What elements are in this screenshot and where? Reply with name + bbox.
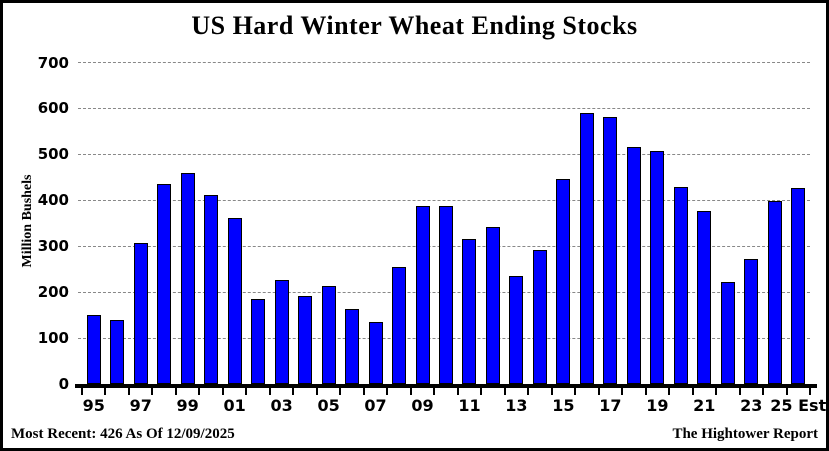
x-tick-label-01: 01 bbox=[223, 396, 246, 415]
bar-96 bbox=[110, 320, 125, 384]
bar-24 bbox=[767, 200, 782, 384]
bar-20 bbox=[673, 187, 688, 384]
x-axis-tick bbox=[785, 388, 788, 395]
bar-12 bbox=[485, 226, 500, 384]
y-tick-label-600: 600 bbox=[37, 99, 69, 118]
y-tick-label-300: 300 bbox=[37, 237, 69, 256]
x-tick-label-99: 99 bbox=[176, 396, 199, 415]
x-axis-tick bbox=[456, 388, 459, 395]
x-axis-tick bbox=[527, 388, 530, 395]
x-axis-tick bbox=[621, 388, 624, 395]
x-axis-tick bbox=[550, 388, 553, 395]
gridline-600 bbox=[78, 107, 810, 109]
x-axis-tick bbox=[691, 388, 694, 395]
bar-17 bbox=[603, 116, 618, 384]
bar-06 bbox=[345, 309, 360, 384]
bar-21 bbox=[697, 210, 712, 384]
x-axis-tick bbox=[339, 388, 342, 395]
bar-05 bbox=[321, 285, 336, 384]
bar-14 bbox=[532, 249, 547, 384]
gridline-700 bbox=[78, 62, 810, 63]
x-tick-label-97: 97 bbox=[129, 396, 152, 415]
x-axis-tick bbox=[809, 388, 811, 395]
bar-00 bbox=[204, 195, 219, 384]
bar-08 bbox=[392, 267, 407, 384]
x-axis-tick bbox=[362, 388, 365, 395]
bar-98 bbox=[157, 183, 172, 384]
x-axis-tick bbox=[480, 388, 483, 395]
bar-16 bbox=[579, 113, 594, 384]
x-tick-label-19: 19 bbox=[646, 396, 669, 415]
x-axis-tick bbox=[668, 388, 671, 395]
x-tick-label-07: 07 bbox=[364, 396, 387, 415]
x-tick-label-17: 17 bbox=[599, 396, 622, 415]
x-tick-label-21: 21 bbox=[693, 396, 716, 415]
x-axis-tick bbox=[503, 388, 506, 395]
most-recent-note: Most Recent: 426 As Of 12/09/2025 bbox=[11, 426, 235, 442]
x-axis-tick bbox=[221, 388, 224, 395]
bar-02 bbox=[251, 298, 266, 384]
x-tick-label-05: 05 bbox=[317, 396, 340, 415]
bar-19 bbox=[650, 150, 665, 384]
bar-25-est bbox=[791, 188, 806, 384]
x-tick-label-13: 13 bbox=[505, 396, 528, 415]
bar-18 bbox=[626, 146, 641, 384]
x-axis-tick bbox=[409, 388, 412, 395]
bar-04 bbox=[298, 296, 313, 384]
x-tick-label-23: 23 bbox=[740, 396, 763, 415]
bar-15 bbox=[556, 179, 571, 384]
bar-22 bbox=[720, 282, 735, 384]
source-credit: The Hightower Report bbox=[672, 426, 818, 442]
x-tick-label-15: 15 bbox=[552, 396, 575, 415]
x-axis-tick bbox=[245, 388, 248, 395]
bar-13 bbox=[509, 275, 524, 384]
x-axis-tick bbox=[315, 388, 318, 395]
x-tick-label-09: 09 bbox=[411, 396, 434, 415]
bar-10 bbox=[439, 205, 453, 384]
x-tick-label-03: 03 bbox=[270, 396, 293, 415]
x-axis-tick bbox=[174, 388, 177, 395]
x-axis-tick bbox=[127, 388, 130, 395]
x-axis-tick bbox=[762, 388, 765, 395]
y-tick-label-500: 500 bbox=[37, 145, 69, 164]
y-tick-label-400: 400 bbox=[37, 191, 69, 210]
y-tick-label-700: 700 bbox=[37, 53, 69, 72]
y-tick-label-200: 200 bbox=[37, 283, 69, 302]
bar-01 bbox=[227, 218, 242, 384]
x-tick-label-95: 95 bbox=[82, 396, 105, 415]
x-axis-tick bbox=[268, 388, 271, 395]
bar-11 bbox=[462, 238, 477, 384]
x-axis-tick bbox=[104, 388, 107, 395]
x-axis-tick bbox=[198, 388, 201, 395]
x-axis-line bbox=[75, 384, 817, 388]
bar-95 bbox=[86, 314, 101, 384]
x-axis-tick bbox=[292, 388, 295, 395]
bar-99 bbox=[180, 173, 195, 384]
x-axis-tick bbox=[81, 388, 83, 395]
x-axis-tick bbox=[715, 388, 718, 395]
x-tick-label-11: 11 bbox=[458, 396, 481, 415]
gridline-400 bbox=[78, 199, 810, 201]
x-axis-tick bbox=[644, 388, 647, 395]
x-axis-tick bbox=[386, 388, 389, 395]
gridline-500 bbox=[78, 153, 810, 155]
x-axis-tick bbox=[574, 388, 577, 395]
x-tick-label-25-est: 25 Est bbox=[770, 396, 827, 415]
y-tick-label-0: 0 bbox=[58, 375, 69, 393]
x-axis-tick bbox=[597, 388, 600, 395]
bar-07 bbox=[368, 321, 383, 384]
y-tick-label-100: 100 bbox=[37, 329, 69, 348]
x-axis-tick bbox=[151, 388, 154, 395]
chart-title: US Hard Winter Wheat Ending Stocks bbox=[191, 11, 638, 40]
bar-23 bbox=[744, 258, 759, 384]
bar-09 bbox=[415, 205, 430, 384]
bar-03 bbox=[274, 280, 289, 384]
bar-97 bbox=[133, 243, 148, 384]
x-axis-tick bbox=[738, 388, 741, 395]
x-axis-tick bbox=[433, 388, 436, 395]
